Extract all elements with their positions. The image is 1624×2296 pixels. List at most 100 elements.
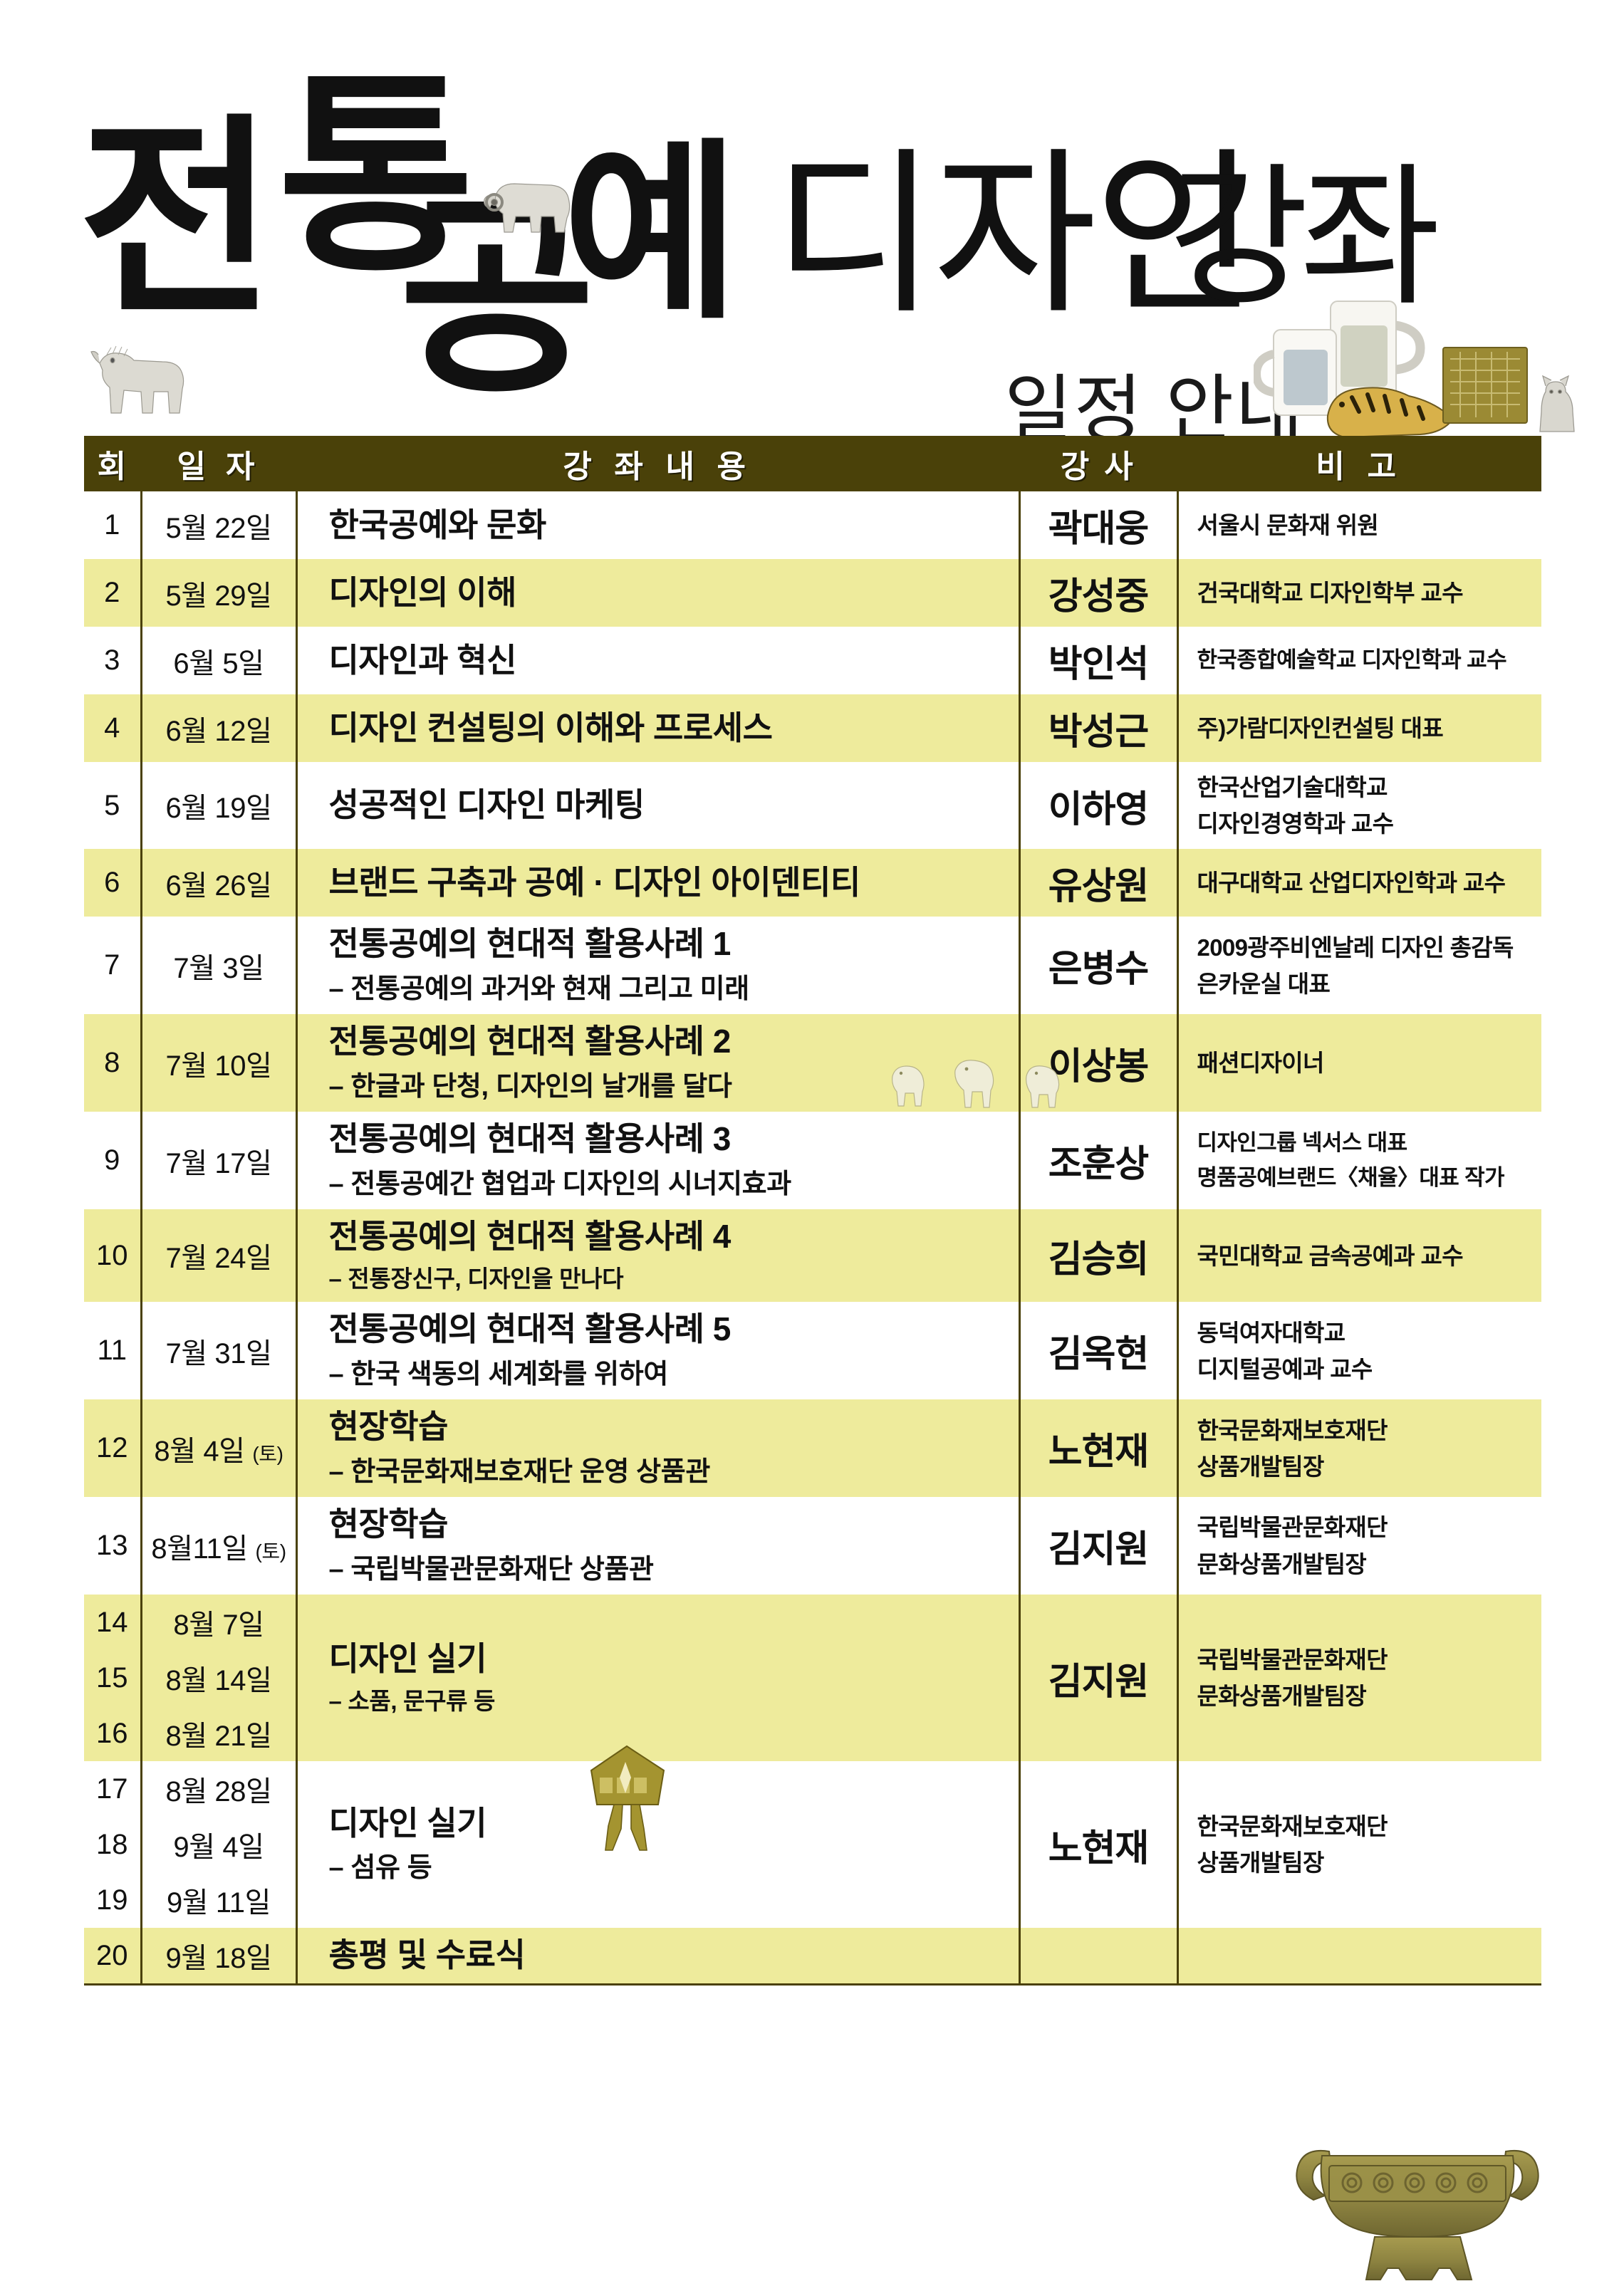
topic-main: 전통공예의 현대적 활용사례 2 [328,1023,732,1060]
topic-main: 전통공예의 현대적 활용사례 4 [328,1217,732,1255]
cell-no: 13 [84,1497,142,1595]
cell-lecturer: 이하영 [1018,762,1179,850]
cell-date: 8월 28일 [140,1761,298,1817]
cell-date: 9월 4일 [140,1817,298,1873]
cell-note: 패션디자이너 [1176,1014,1541,1112]
cell-note: 한국산업기술대학교 디자인경영학과 교수 [1176,762,1541,850]
cell-date: 7월 17일 [140,1112,298,1209]
table-row[interactable]: 13 8월11일 (토) 현장학습 – 국립박물관문화재단 상품관 김지원 국립… [84,1497,1541,1595]
table-row[interactable]: 18 9월 4일 [84,1817,1541,1873]
cell-date: 6월 19일 [140,762,298,850]
cell-no: 11 [84,1302,142,1400]
cell-lecturer: 박인석 [1018,627,1179,694]
table-row[interactable]: 16 8월 21일 [84,1706,1541,1762]
cell-lecturer: 유상원 [1018,849,1179,917]
cell-no: 17 [84,1761,142,1817]
cell-topic: 한국공예와 문화 [295,491,1021,559]
topic-sub: – 한글과 단청, 디자인의 날개를 달다 [328,1071,732,1102]
note-line: 한국산업기술대학교 [1197,774,1388,800]
table-row[interactable]: 7 7월 3일 전통공예의 현대적 활용사례 1 – 전통공예의 과거와 현재 … [84,917,1541,1015]
table-row[interactable]: 11 7월 31일 전통공예의 현대적 활용사례 5 – 한국 색동의 세계화를… [84,1302,1541,1400]
cell-date: 8월 4일 (토) [140,1399,298,1498]
cell-no: 18 [84,1817,142,1873]
tiger-craft-icon [1326,387,1454,439]
cell-note: 서울시 문화재 위원 [1176,491,1541,559]
topic-sub: – 한국 색동의 세계화를 위하여 [328,1359,669,1389]
topic-main: 디자인 컨설팅의 이해와 프로세스 [328,709,773,746]
cell-date: 5월 22일 [140,491,298,559]
topic-main: 성공적인 디자인 마케팅 [328,786,645,824]
topic-sub: – 섬유 등 [328,1853,432,1884]
cell-topic: 브랜드 구축과 공예 · 디자인 아이덴티티 [295,849,1021,917]
cell-no: 3 [84,627,142,694]
cell-no: 5 [84,762,142,850]
cell-date: 7월 10일 [140,1014,298,1112]
note-line: 대구대학교 산업디자인학과 교수 [1197,870,1506,897]
table-row[interactable]: 6 6월 26일 브랜드 구축과 공예 · 디자인 아이덴티티 유상원 대구대학… [84,849,1541,917]
cell-no: 8 [84,1014,142,1112]
cell-note: 주)가람디자인컨설팅 대표 [1176,694,1541,762]
cell-no: 20 [84,1928,142,1986]
table-row[interactable]: 1 5월 22일 한국공예와 문화 곽대웅 서울시 문화재 위원 [84,491,1541,559]
ram-figurine-icon [484,183,571,233]
cell-topic-group: 디자인 실기 – 소품, 문구류 등 [295,1595,1021,1762]
cell-lecturer: 조훈상 [1018,1112,1179,1209]
topic-main: 한국공예와 문화 [328,506,547,543]
cell-topic: 전통공예의 현대적 활용사례 1 – 전통공예의 과거와 현재 그리고 미래 [295,917,1021,1015]
table-body: 1 5월 22일 한국공예와 문화 곽대웅 서울시 문화재 위원 2 5월 29… [84,491,1541,1986]
topic-main: 현장학습 [328,1506,449,1543]
cell-note: 건국대학교 디자인학부 교수 [1176,559,1541,627]
note-line: 디지털공예과 교수 [1197,1355,1373,1382]
note-line: 문화상품개발팀장 [1197,1683,1367,1710]
note-line: 건국대학교 디자인학부 교수 [1197,579,1464,606]
table-row[interactable]: 9 7월 17일 전통공예의 현대적 활용사례 3 – 전통공예간 협업과 디자… [84,1112,1541,1209]
title-char-tong: 통 [278,57,474,296]
topic-sub: – 소품, 문구류 등 [328,1688,496,1715]
topic-sub: – 전통공예의 과거와 현재 그리고 미래 [328,974,750,1004]
table-row[interactable]: 12 8월 4일 (토) 현장학습 – 한국문화재보호재단 운영 상품관 노현재… [84,1399,1541,1498]
cell-note-group: 한국문화재보호재단 상품개발팀장 [1176,1761,1541,1929]
cell-no: 1 [84,491,142,559]
topic-main: 전통공예의 현대적 활용사례 3 [328,1120,732,1158]
gilt-ornament-icon [590,1745,665,1851]
table-row[interactable]: 20 9월 18일 총평 및 수료식 [84,1928,1541,1986]
poster-header: 전 통 공 예 디자인 강좌 일정 안내 [0,0,1624,452]
note-line: 국민대학교 금속공예과 교수 [1197,1242,1464,1269]
cell-note: 국립박물관문화재단 문화상품개발팀장 [1176,1497,1541,1595]
note-line: 패션디자이너 [1197,1050,1325,1077]
note-line: 주)가람디자인컨설팅 대표 [1197,714,1444,741]
gold-card-icon [1442,347,1528,424]
note-line: 디자인그룹 넥서스 대표 [1197,1130,1408,1156]
topic-main: 총평 및 수료식 [328,1936,526,1974]
topic-main: 전통공예의 현대적 활용사례 1 [328,925,732,963]
cell-note: 2009광주비엔날레 디자인 총감독 은카운실 대표 [1176,917,1541,1015]
table-row[interactable]: 19 9월 11일 [84,1872,1541,1929]
lecture-schedule-table: 회 일 자 강 좌 내 용 강 사 비 고 1 5월 22일 한국공예와 문화 … [84,436,1541,1986]
ceramic-mugs-icon [1254,301,1425,416]
topic-main: 디자인의 이해 [328,573,517,611]
note-line: 동덕여자대학교 [1197,1319,1346,1346]
cell-lecturer: 이상봉 [1018,1014,1179,1112]
table-row[interactable]: 3 6월 5일 디자인과 혁신 박인석 한국종합예술학교 디자인학과 교수 [84,627,1541,694]
table-row[interactable]: 17 8월 28일 디자인 실기 – 섬유 등 노현재 한국문화재보호재단 상품… [84,1761,1541,1929]
cell-lecturer: 은병수 [1018,917,1179,1015]
cell-topic: 전통공예의 현대적 활용사례 5 – 한국 색동의 세계화를 위하여 [295,1302,1021,1400]
table-row[interactable]: 14 8월 7일 디자인 실기 – 소품, 문구류 등 김지원 국립박물관문화재… [84,1595,1541,1762]
table-row[interactable]: 2 5월 29일 디자인의 이해 강성중 건국대학교 디자인학부 교수 [84,559,1541,627]
table-row[interactable]: 15 8월 14일 [84,1650,1541,1706]
title-char-ye: 예 [563,127,739,341]
title-word-lecture: 강좌 [1168,152,1441,323]
cell-date: 9월 11일 [140,1872,298,1929]
table-row[interactable]: 8 7월 10일 전통공예의 현대적 활용사례 2 – 한글과 단청, 디자인의… [84,1014,1541,1112]
cell-lecturer: 강성중 [1018,559,1179,627]
cell-lecturer: 김승희 [1018,1209,1179,1303]
table-row[interactable]: 4 6월 12일 디자인 컨설팅의 이해와 프로세스 박성근 주)가람디자인컨설… [84,694,1541,762]
cell-date: 7월 31일 [140,1302,298,1400]
table-row[interactable]: 10 7월 24일 전통공예의 현대적 활용사례 4 – 전통장신구, 디자인을… [84,1209,1541,1303]
three-animal-figurines-icon [892,1060,1060,1108]
cell-note: 디자인그룹 넥서스 대표 명품공예브랜드〈채율〉대표 작가 [1176,1112,1541,1209]
col-header-lecturer: 강 사 [1019,436,1177,491]
table-row[interactable]: 5 6월 19일 성공적인 디자인 마케팅 이하영 한국산업기술대학교 디자인경… [84,762,1541,850]
note-line: 명품공예브랜드〈채율〉대표 작가 [1197,1164,1505,1190]
cell-note: 동덕여자대학교 디지털공예과 교수 [1176,1302,1541,1400]
